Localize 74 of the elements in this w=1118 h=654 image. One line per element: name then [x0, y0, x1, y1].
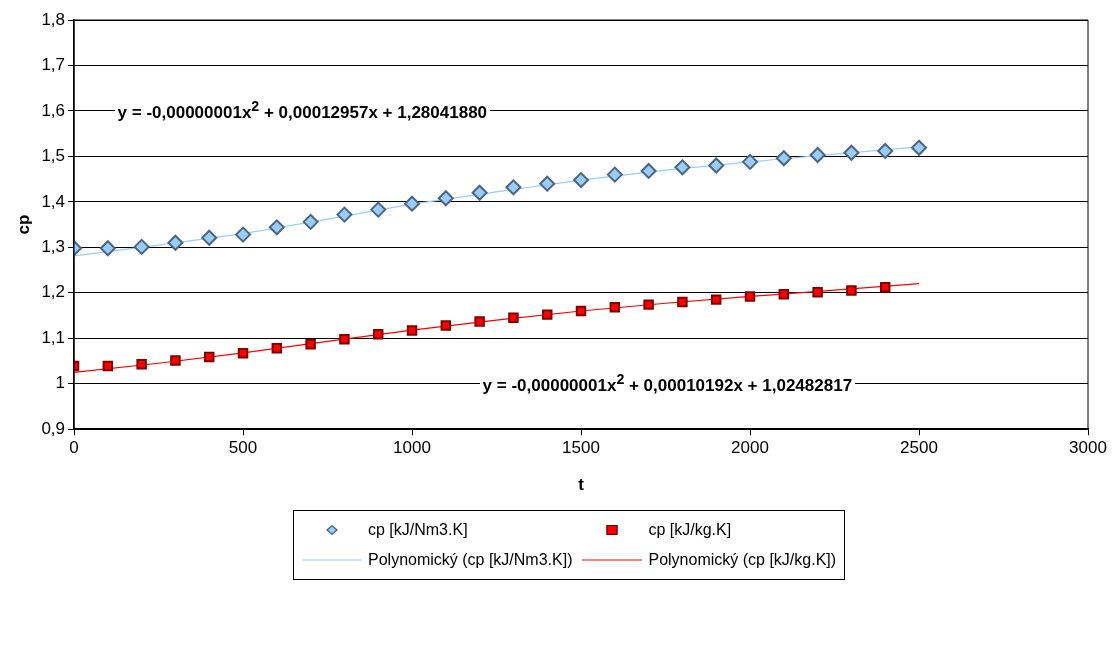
point	[440, 320, 452, 331]
point	[136, 358, 147, 370]
point	[742, 153, 759, 170]
point	[911, 139, 928, 156]
y-tick-label: 1,2	[41, 282, 66, 302]
y-tick-label: 1,6	[41, 100, 66, 120]
point	[539, 175, 556, 192]
point	[336, 206, 353, 223]
point	[846, 285, 857, 296]
legend-label: cp [kJ/Nm3.K]	[368, 521, 468, 539]
point	[235, 226, 252, 243]
point	[474, 316, 485, 327]
point	[437, 190, 454, 207]
y-tick-label: 1,1	[41, 327, 66, 347]
point	[305, 338, 316, 350]
point	[575, 305, 587, 317]
x-tick-label: 2000	[731, 438, 769, 458]
x-tick-label: 2500	[900, 438, 938, 458]
y-tick-label: 1,3	[41, 237, 66, 257]
point	[643, 299, 654, 310]
point	[372, 328, 384, 340]
point	[471, 184, 488, 201]
point	[812, 287, 823, 298]
y-tick-label: 1	[55, 373, 66, 393]
point	[879, 282, 891, 293]
x-tick-label: 1500	[562, 438, 600, 458]
y-tick-label: 1,7	[41, 55, 66, 75]
legend-label: Polynomický (cp [kJ/kg.K])	[648, 551, 837, 569]
x-tick-label: 500	[228, 438, 258, 458]
point	[302, 213, 319, 230]
point	[370, 201, 387, 218]
point	[404, 195, 421, 212]
legend-label: cp [kJ/kg.K]	[648, 521, 732, 539]
point	[170, 355, 181, 366]
point	[271, 343, 283, 354]
point	[710, 294, 722, 305]
point	[640, 162, 657, 179]
point	[541, 309, 553, 320]
point	[744, 291, 756, 302]
point	[877, 142, 894, 159]
y-tick-label: 1,4	[41, 191, 66, 211]
y-tick-label: 1,5	[41, 146, 66, 166]
y-tick-label: 0,9	[41, 418, 66, 438]
point	[268, 219, 285, 236]
y-tick-label: 1,8	[41, 9, 66, 29]
point	[609, 302, 621, 313]
point	[102, 360, 114, 372]
point	[778, 288, 790, 300]
point	[606, 166, 623, 183]
x-axis-title: t	[578, 475, 585, 495]
point	[505, 179, 522, 196]
point	[674, 159, 691, 176]
point	[508, 312, 519, 324]
point	[573, 172, 590, 189]
point	[406, 325, 418, 336]
x-tick-label: 3000	[1069, 438, 1107, 458]
point	[809, 147, 826, 164]
point	[201, 229, 218, 246]
point	[708, 157, 725, 174]
point	[167, 234, 184, 251]
point	[339, 333, 350, 345]
point	[237, 348, 249, 359]
point	[99, 240, 116, 257]
point	[133, 238, 150, 255]
point	[775, 150, 792, 167]
point	[203, 351, 215, 363]
y-axis-title: cp	[13, 214, 33, 235]
annotation: y = -0,00000001x$^{2}$ + 0,00012957x + 1,28041880	[114, 98, 491, 123]
point	[677, 296, 688, 308]
x-tick-label: 1000	[393, 438, 431, 458]
legend-label: Polynomický (cp [kJ/Nm3.K])	[368, 551, 573, 569]
x-tick-label: 0	[69, 438, 79, 458]
annotation: y = -0,00000001x$^{2}$ + 0,00010192x + 1,02482817	[479, 371, 856, 396]
point	[843, 144, 860, 161]
